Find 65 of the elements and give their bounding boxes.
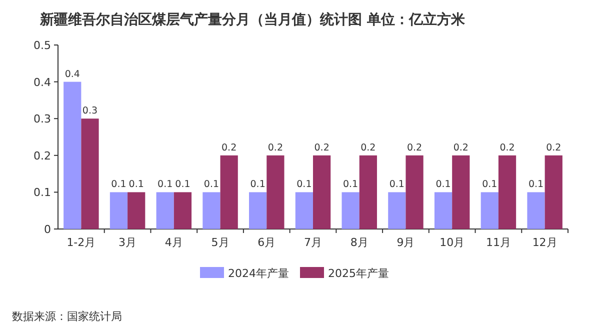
- x-tick-label: 10月: [440, 236, 465, 249]
- bar: [81, 118, 99, 229]
- source-note: 数据来源：国家统计局: [12, 310, 122, 323]
- bar: [202, 192, 220, 229]
- y-tick-label: 0: [44, 223, 51, 236]
- data-label: 0.1: [343, 179, 358, 190]
- x-tick-label: 8月: [350, 236, 368, 249]
- data-label: 0.1: [111, 179, 126, 190]
- data-label: 0.1: [158, 179, 173, 190]
- y-tick-label: 0.5: [34, 39, 51, 52]
- data-label: 0.2: [406, 142, 422, 154]
- bar: [266, 155, 284, 229]
- x-tick-label: 4月: [164, 236, 183, 249]
- bar: [313, 155, 331, 229]
- bar: [527, 192, 545, 229]
- bar: [388, 192, 406, 229]
- data-label: 0.2: [500, 142, 515, 154]
- bar: [406, 155, 424, 229]
- bar: [64, 82, 82, 229]
- x-tick-label: 5月: [211, 236, 230, 249]
- x-tick-label: 7月: [304, 236, 322, 249]
- bar: [342, 192, 360, 229]
- x-tick-label: 1-2月: [66, 236, 96, 249]
- data-label: 0.1: [250, 179, 266, 190]
- data-label: 0.2: [360, 142, 376, 154]
- bar: [220, 155, 238, 229]
- bar: [174, 192, 192, 229]
- data-label: 0.3: [82, 106, 98, 117]
- bar: [249, 192, 267, 229]
- data-label: 0.1: [482, 179, 498, 190]
- y-tick-label: 0.1: [34, 186, 51, 200]
- bar: [295, 192, 313, 229]
- data-label: 0.1: [128, 179, 144, 190]
- legend-label: 2024年产量: [228, 267, 289, 280]
- data-label: 0.1: [389, 179, 404, 190]
- data-label: 0.2: [268, 142, 283, 154]
- x-tick-label: 3月: [118, 236, 137, 249]
- bar: [128, 192, 146, 229]
- bar: [452, 155, 470, 229]
- data-label: 0.2: [546, 142, 562, 154]
- data-label: 0.1: [436, 179, 451, 190]
- y-tick-label: 0.4: [34, 76, 51, 89]
- data-label: 0.2: [314, 142, 330, 154]
- bar: [434, 192, 452, 229]
- x-tick-label: 12月: [532, 236, 558, 249]
- y-tick-label: 0.2: [34, 149, 51, 162]
- legend-label: 2025年产量: [328, 267, 389, 280]
- data-label: 0.1: [204, 179, 220, 190]
- data-label: 0.1: [528, 179, 544, 190]
- data-label: 0.2: [453, 142, 468, 154]
- data-label: 0.1: [175, 179, 190, 190]
- data-label: 0.1: [296, 179, 312, 190]
- bar: [498, 155, 516, 229]
- bar: [156, 192, 174, 229]
- x-tick-label: 6月: [258, 236, 276, 249]
- data-label: 0.4: [64, 68, 80, 80]
- bar: [359, 155, 377, 229]
- chart-title: 新疆维吾尔自治区煤层气产量分月（当月值）统计图 单位：亿立方米: [39, 11, 466, 28]
- x-tick-label: 11月: [486, 236, 511, 249]
- bar: [544, 155, 562, 229]
- data-label: 0.2: [222, 142, 237, 154]
- x-tick-label: 9月: [396, 236, 415, 249]
- bar: [480, 192, 498, 229]
- bar: [110, 192, 128, 229]
- y-tick-label: 0.3: [34, 112, 51, 126]
